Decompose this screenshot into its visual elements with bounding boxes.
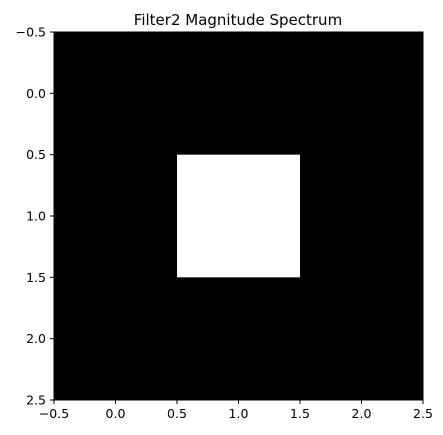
x-tick-label: 0.5	[167, 406, 187, 421]
x-tick-label: 1.0	[229, 406, 249, 421]
y-tick-label: 2.5	[26, 393, 46, 408]
heatmap-cell-r0-c2	[300, 32, 424, 156]
heatmap-cell-r2-c0	[54, 277, 178, 401]
x-tick-label: 0.0	[106, 406, 126, 421]
heatmap-cell-r0-c0	[54, 32, 178, 156]
heatmap-cell-r2-c1	[177, 277, 301, 401]
y-tick-label: 0.5	[26, 147, 46, 162]
x-axis: −0.5 0.0 0.5 1.0 1.5 2.0 2.5	[39, 400, 433, 421]
x-tick-label: 2.0	[352, 406, 372, 421]
heatmap-cell-r1-c0	[54, 154, 178, 278]
x-tick-label: −0.5	[39, 406, 69, 421]
y-axis: −0.5 0.0 0.5 1.0 1.5 2.0 2.5	[16, 25, 54, 408]
x-tick-label: 2.5	[413, 406, 433, 421]
y-tick-label: −0.5	[16, 25, 46, 40]
heatmap-cell-r1-c2	[300, 154, 424, 278]
chart-title: Filter2 Magnitude Spectrum	[134, 11, 342, 29]
heatmap-cell-r2-c2	[300, 277, 424, 401]
y-tick-label: 0.0	[26, 86, 46, 101]
heatmap-cell-r0-c1	[177, 32, 301, 156]
x-tick-label: 1.5	[290, 406, 310, 421]
heatmap-cell-r1-c1	[177, 154, 301, 278]
y-tick-label: 2.0	[26, 331, 46, 346]
y-tick-label: 1.5	[26, 270, 46, 285]
y-tick-label: 1.0	[26, 209, 46, 224]
heatmap-cells	[54, 32, 424, 401]
